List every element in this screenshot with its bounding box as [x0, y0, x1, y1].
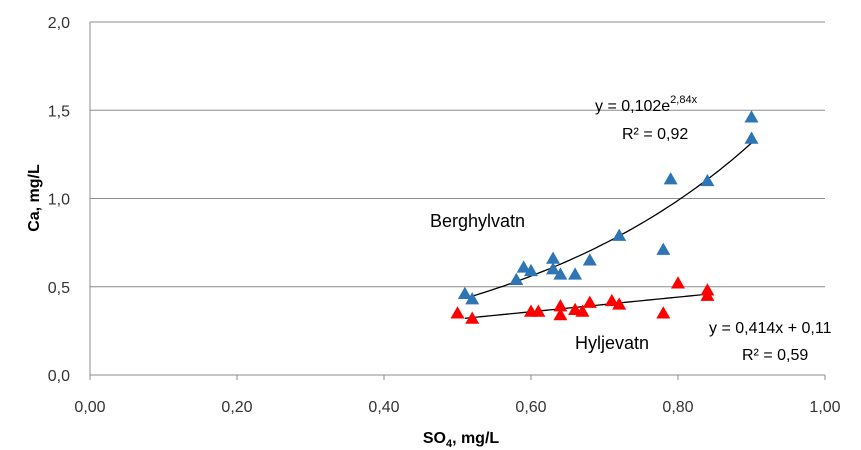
x-tick-label: 0,00 [74, 399, 105, 416]
data-point-berghylvatn [457, 286, 472, 300]
y-tick-label: 1,5 [48, 103, 70, 120]
axes [89, 22, 826, 380]
data-point-hyljevatn [604, 293, 619, 307]
data-point-berghylvatn [546, 251, 561, 264]
data-point-berghylvatn [744, 131, 759, 144]
data-point-hyljevatn [700, 288, 715, 301]
trend-equation-berghylvatn: y = 0,102e2,84x [595, 94, 698, 115]
data-point-hyljevatn [553, 307, 568, 321]
data-point-berghylvatn [465, 292, 480, 305]
trend-equation-exponent: 2,84x [670, 94, 697, 106]
x-tick-label: 0,40 [368, 399, 399, 416]
data-point-hyljevatn [582, 295, 597, 308]
y-tick-label: 2,0 [48, 15, 70, 32]
y-tick-labels: 0,0 0,5 1,0 1,5 2,0 [48, 15, 70, 385]
data-point-hyljevatn [465, 311, 480, 324]
gridlines [90, 21, 825, 288]
x-tick-label: 1,00 [809, 399, 840, 416]
series-label-hyljevatn: Hyljevatn [575, 333, 649, 353]
x-tick-label: 0,60 [515, 399, 546, 416]
data-point-hyljevatn [450, 306, 465, 319]
data-point-berghylvatn [663, 172, 678, 185]
data-point-berghylvatn [612, 228, 627, 241]
data-point-hyljevatn [531, 304, 546, 317]
trend-equation-hyljevatn: y = 0,414x + 0,11 [709, 320, 832, 337]
x-axis-title: SO4, mg/L [423, 430, 500, 450]
data-point-hyljevatn [612, 297, 627, 310]
data-point-hyljevatn [575, 304, 590, 317]
y-axis-title: Ca, mg/L [26, 164, 43, 232]
data-point-hyljevatn [671, 276, 685, 289]
trend-r2-hyljevatn: R² = 0,59 [742, 347, 808, 364]
data-point-berghylvatn [546, 262, 561, 275]
data-point-berghylvatn [744, 110, 759, 123]
data-point-hyljevatn [553, 299, 568, 312]
data-point-berghylvatn [700, 173, 715, 187]
data-point-berghylvatn [553, 267, 568, 280]
data-point-hyljevatn [656, 306, 671, 319]
data-point-berghylvatn [524, 263, 538, 277]
data-points [450, 110, 759, 324]
data-point-berghylvatn [509, 272, 524, 285]
trend-r2-berghylvatn: R² = 0,92 [622, 126, 688, 143]
data-point-berghylvatn [568, 267, 583, 280]
x-tick-label: 0,80 [662, 399, 693, 416]
data-point-berghylvatn [516, 260, 531, 273]
y-tick-label: 0,0 [48, 368, 70, 385]
x-tick-labels: 0,00 0,20 0,40 0,60 0,80 1,00 [74, 399, 840, 416]
x-tick-label: 0,20 [221, 399, 252, 416]
x-axis-title-unit: , mg/L [452, 430, 499, 447]
data-point-berghylvatn [582, 253, 597, 266]
x-axis-title-main: SO [423, 430, 446, 447]
y-tick-label: 1,0 [48, 192, 70, 209]
y-tick-label: 0,5 [48, 280, 70, 297]
trend-equation-base: y = 0,102e [595, 98, 670, 115]
x-axis-title-subscript: 4 [446, 438, 453, 450]
data-point-berghylvatn [656, 242, 671, 255]
series-label-berghylvatn: Berghylvatn [430, 211, 525, 231]
